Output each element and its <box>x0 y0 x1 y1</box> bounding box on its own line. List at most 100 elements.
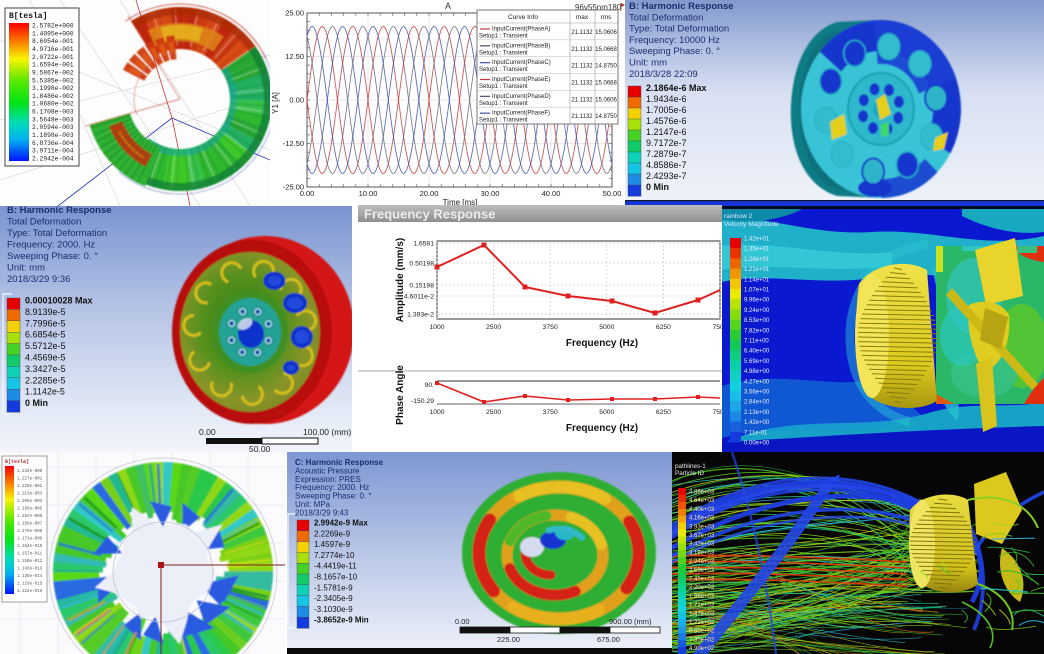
svg-text:5000: 5000 <box>599 409 614 416</box>
svg-text:0.00: 0.00 <box>300 189 315 198</box>
svg-text:Frequency: 2000. Hz: Frequency: 2000. Hz <box>7 240 95 251</box>
svg-text:1.8486e-002: 1.8486e-002 <box>32 93 74 100</box>
svg-text:4.64e+03: 4.64e+03 <box>689 498 715 504</box>
svg-text:6.6854e-5: 6.6854e-5 <box>25 330 66 340</box>
svg-text:4.6011e-2: 4.6011e-2 <box>404 294 434 301</box>
svg-text:Velocity Magnitude: Velocity Magnitude <box>724 221 779 228</box>
svg-text:1.122e-016: 1.122e-016 <box>17 590 43 594</box>
svg-text:Expression: PRES: Expression: PRES <box>295 475 361 484</box>
svg-text:7.2879e-7: 7.2879e-7 <box>646 149 687 159</box>
svg-text:rainbow 2: rainbow 2 <box>724 213 753 220</box>
svg-text:-2.3405e-9: -2.3405e-9 <box>314 594 353 603</box>
svg-text:B[tesla]: B[tesla] <box>9 12 47 21</box>
svg-text:Sweeping Phase: 0. °: Sweeping Phase: 0. ° <box>629 46 720 57</box>
svg-text:5.69e+00: 5.69e+00 <box>744 359 770 365</box>
svg-text:1.213e-003: 1.213e-003 <box>17 493 43 497</box>
svg-text:Frequency (Hz): Frequency (Hz) <box>566 423 638 434</box>
svg-text:Frequency: 2000. Hz: Frequency: 2000. Hz <box>295 483 369 492</box>
svg-text:2.0722e-001: 2.0722e-001 <box>32 54 74 61</box>
svg-text:2018/3/29 9:43: 2018/3/29 9:43 <box>295 508 349 517</box>
svg-text:2.13e+00: 2.13e+00 <box>744 410 770 416</box>
svg-text:4.27e+00: 4.27e+00 <box>744 379 770 385</box>
svg-text:9.24e+00: 9.24e+00 <box>744 308 770 314</box>
svg-text:40.00: 40.00 <box>542 189 561 198</box>
svg-text:1.42e+01: 1.42e+01 <box>744 237 770 243</box>
svg-text:7.11e-01: 7.11e-01 <box>744 430 768 436</box>
svg-text:3.67e+03: 3.67e+03 <box>689 533 715 539</box>
svg-text:1000: 1000 <box>429 409 444 416</box>
svg-text:-1.5781e-9: -1.5781e-9 <box>314 583 353 592</box>
svg-text:21.1132: 21.1132 <box>571 114 593 120</box>
svg-text:1.07e+01: 1.07e+01 <box>744 288 770 294</box>
svg-text:1.96e+03: 1.96e+03 <box>689 594 715 600</box>
svg-text:15.0606: 15.0606 <box>595 30 617 36</box>
svg-text:0.15198: 0.15198 <box>409 283 434 290</box>
svg-text:Type: Total Deformation: Type: Total Deformation <box>7 228 107 239</box>
svg-text:1.199e-005: 1.199e-005 <box>17 508 43 512</box>
svg-text:2.4293e-7: 2.4293e-7 <box>646 171 687 181</box>
svg-text:1.171e-009: 1.171e-009 <box>17 538 43 542</box>
svg-text:2.69e+03: 2.69e+03 <box>689 568 715 574</box>
svg-text:12.50: 12.50 <box>285 52 304 61</box>
svg-text:2.20e+03: 2.20e+03 <box>689 585 715 591</box>
svg-text:5000: 5000 <box>599 324 614 331</box>
svg-text:6.8736e-004: 6.8736e-004 <box>32 140 74 147</box>
svg-text:4.4569e-5: 4.4569e-5 <box>25 353 66 363</box>
svg-text:B[tesla]: B[tesla] <box>5 459 29 465</box>
svg-text:2018/3/29 9:36: 2018/3/29 9:36 <box>7 274 70 285</box>
svg-text:9.5867e-002: 9.5867e-002 <box>32 69 74 76</box>
svg-text:1.136e-014: 1.136e-014 <box>17 575 43 579</box>
svg-text:-12.50: -12.50 <box>283 139 304 148</box>
svg-text:7.35e+02: 7.35e+02 <box>689 637 715 643</box>
svg-text:1.35e+01: 1.35e+01 <box>744 247 770 253</box>
svg-text:InputCurrent(PhaseA): InputCurrent(PhaseA) <box>492 27 550 33</box>
svg-text:-150.29: -150.29 <box>411 398 434 405</box>
svg-text:14.8750: 14.8750 <box>595 64 617 70</box>
svg-text:Sweeping Phase: 0. °: Sweeping Phase: 0. ° <box>295 492 372 501</box>
svg-text:9.96e+00: 9.96e+00 <box>744 298 770 304</box>
svg-text:Frequency: 10000 Hz: Frequency: 10000 Hz <box>629 35 720 46</box>
svg-text:-4.4419e-11: -4.4419e-11 <box>314 562 357 571</box>
svg-text:2500: 2500 <box>486 409 501 416</box>
svg-text:B: Harmonic Response: B: Harmonic Response <box>7 206 112 216</box>
svg-text:3.3427e-5: 3.3427e-5 <box>25 364 66 374</box>
svg-text:1.4576e-6: 1.4576e-6 <box>646 116 687 126</box>
svg-text:1.6594e-001: 1.6594e-001 <box>32 62 74 69</box>
svg-text:15.0668: 15.0668 <box>595 47 617 53</box>
svg-text:8.9139e-5: 8.9139e-5 <box>25 307 66 317</box>
svg-text:0.00010028 Max: 0.00010028 Max <box>25 296 93 306</box>
svg-text:1.14e+01: 1.14e+01 <box>744 277 770 283</box>
svg-text:15.0668: 15.0668 <box>595 81 617 87</box>
svg-text:1.47e+03: 1.47e+03 <box>689 611 715 617</box>
svg-text:Unit: mm: Unit: mm <box>7 263 45 274</box>
svg-text:3.9711e-004: 3.9711e-004 <box>32 148 74 155</box>
svg-text:30.00: 30.00 <box>481 189 500 198</box>
svg-text:21.1132: 21.1132 <box>571 47 593 53</box>
svg-text:1.0680e-002: 1.0680e-002 <box>32 101 74 108</box>
svg-text:2018/3/28 22:09: 2018/3/28 22:09 <box>629 69 698 80</box>
svg-text:-3.1030e-9: -3.1030e-9 <box>314 605 353 614</box>
svg-text:4.16e+03: 4.16e+03 <box>689 516 715 522</box>
svg-text:InputCurrent(PhaseF): InputCurrent(PhaseF) <box>492 111 550 117</box>
svg-text:0.00: 0.00 <box>455 617 470 626</box>
svg-text:3.1998e-002: 3.1998e-002 <box>32 85 74 92</box>
svg-text:6250: 6250 <box>656 324 671 331</box>
svg-text:9.7172e-7: 9.7172e-7 <box>646 138 687 148</box>
svg-text:2.2285e-5: 2.2285e-5 <box>25 375 66 385</box>
svg-text:1.393e-2: 1.393e-2 <box>407 312 434 319</box>
svg-text:Frequency Response: Frequency Response <box>364 207 496 222</box>
svg-text:0.50198: 0.50198 <box>409 261 434 268</box>
svg-text:7.11e+00: 7.11e+00 <box>744 339 769 345</box>
svg-text:4.90e+02: 4.90e+02 <box>689 646 715 652</box>
svg-text:1.185e-007: 1.185e-007 <box>17 523 43 527</box>
svg-text:21.1132: 21.1132 <box>571 64 593 70</box>
svg-text:7.82e+00: 7.82e+00 <box>744 328 770 334</box>
svg-text:1.4095e+000: 1.4095e+000 <box>32 30 74 37</box>
svg-text:675.00: 675.00 <box>597 635 620 644</box>
svg-text:rms: rms <box>601 14 613 21</box>
svg-text:2.9942e-9 Max: 2.9942e-9 Max <box>314 519 368 528</box>
svg-text:Setup1 : Transient: Setup1 : Transient <box>479 34 528 40</box>
svg-text:2.45e+03: 2.45e+03 <box>689 577 715 583</box>
svg-text:14.8750: 14.8750 <box>595 114 617 120</box>
svg-text:1.21e+01: 1.21e+01 <box>744 267 770 273</box>
